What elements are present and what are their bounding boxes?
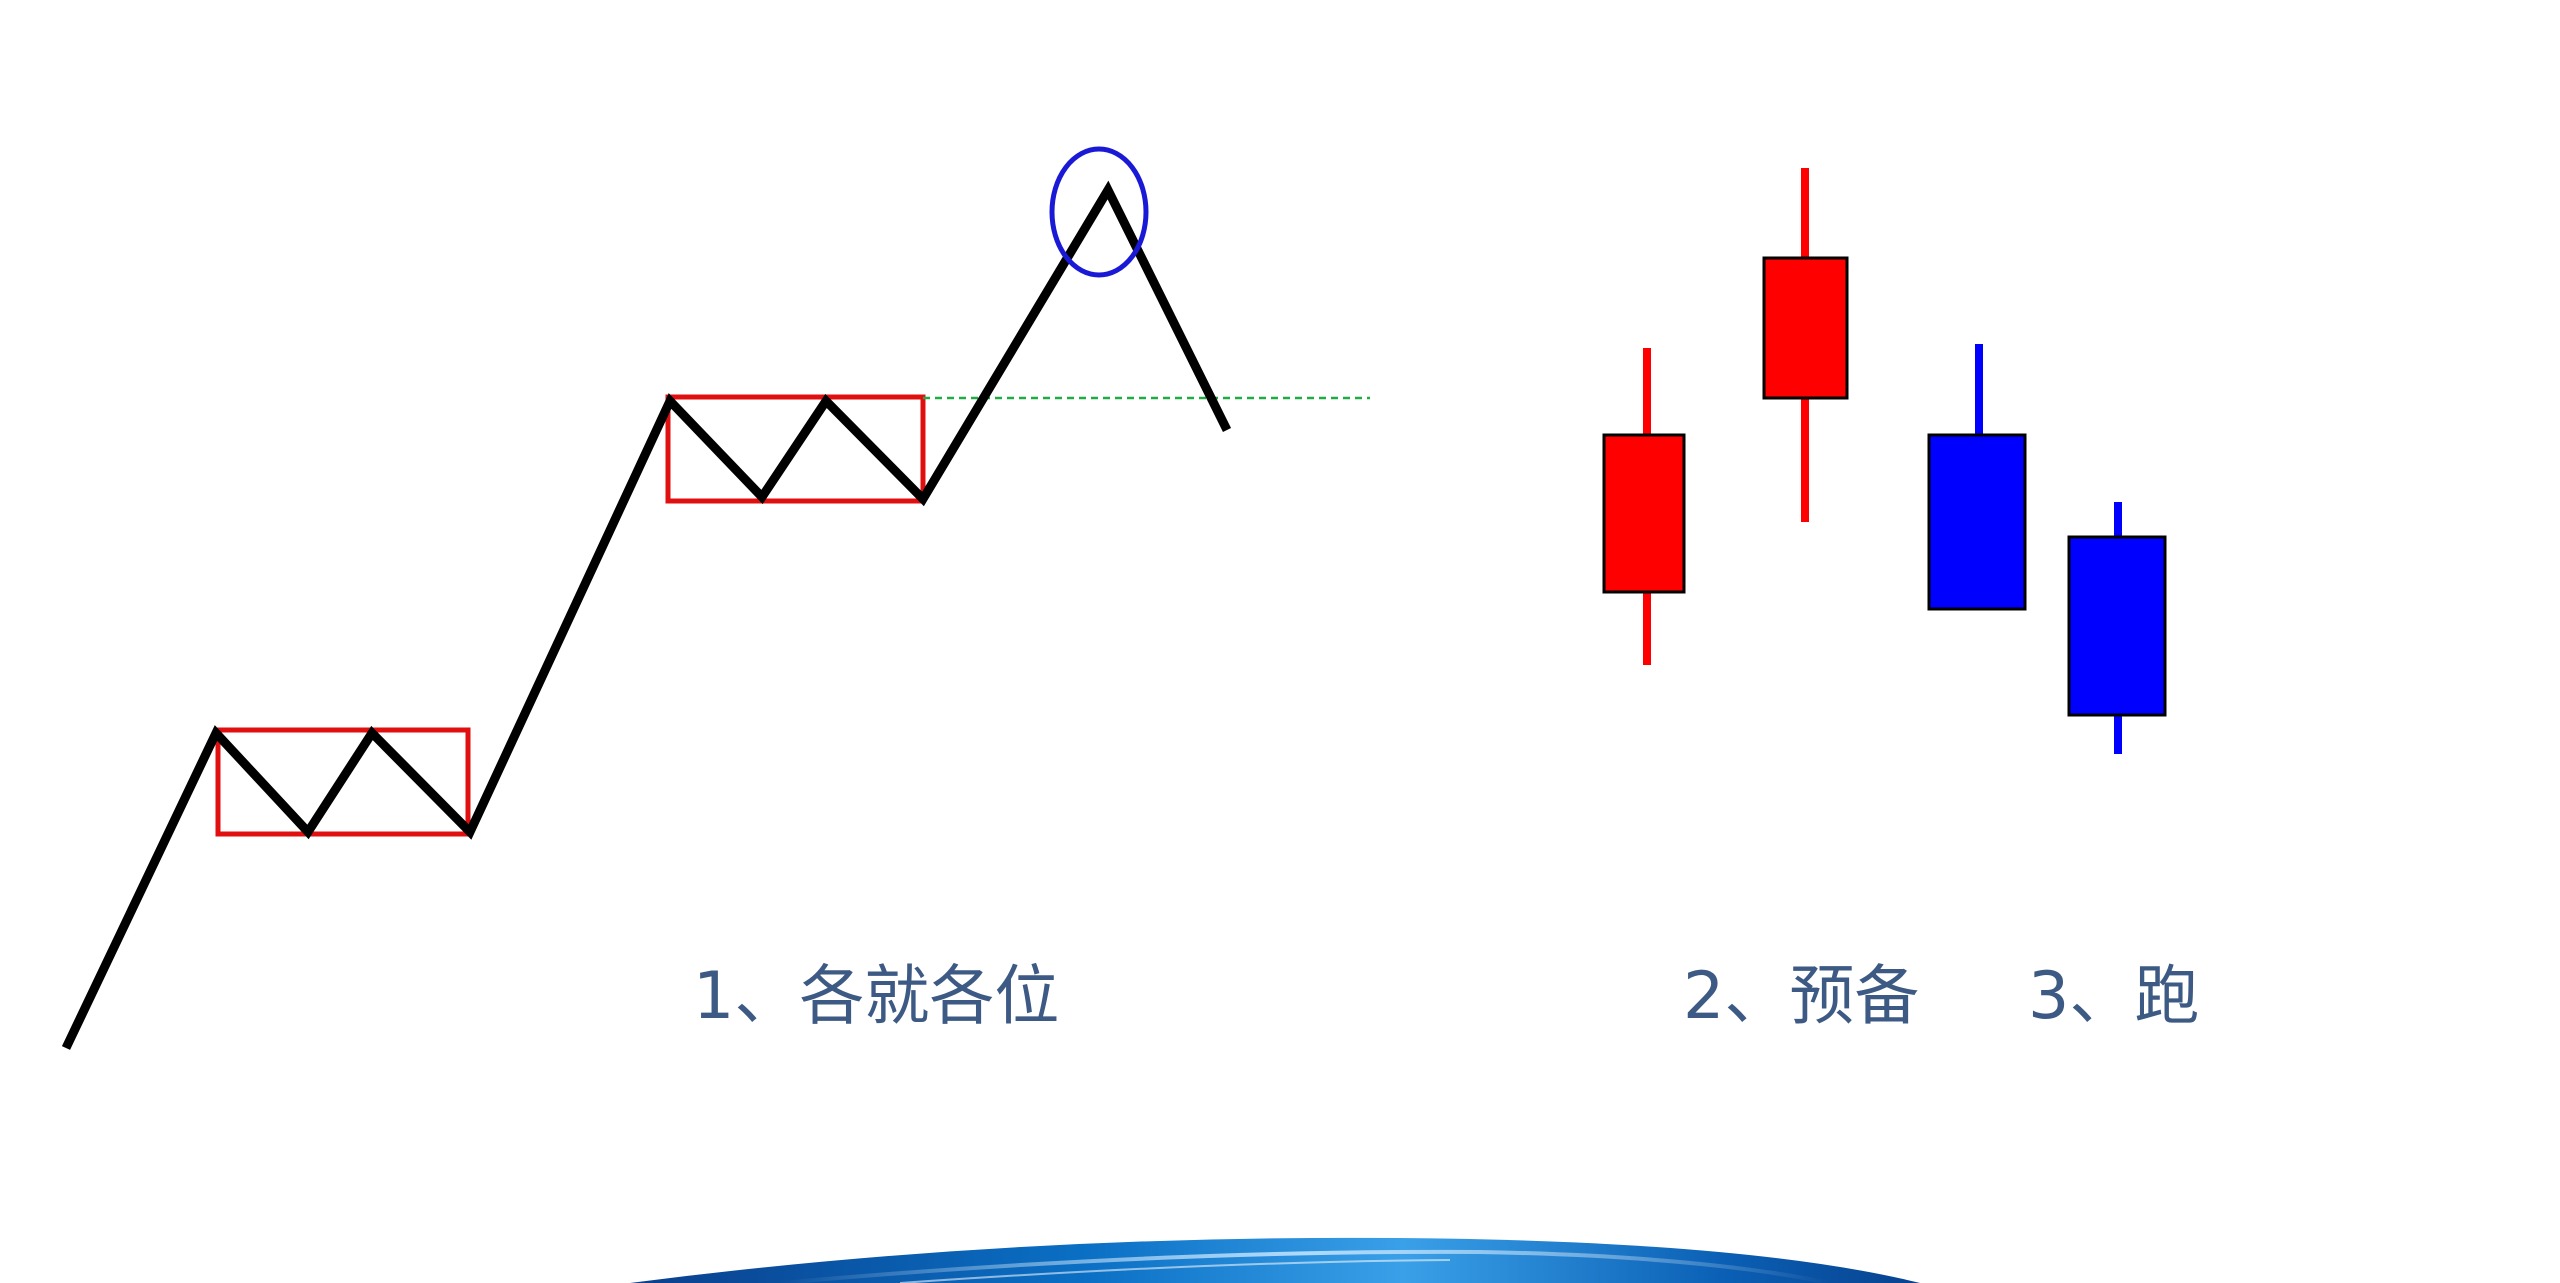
- caption-step-3: 3、跑: [2028, 959, 2200, 1034]
- candle-2-body: [1762, 256, 1849, 400]
- price-path: [61, 180, 1232, 1050]
- caption-step-2: 2、预备: [1683, 959, 1920, 1034]
- candle-3-body: [1927, 433, 2027, 611]
- candlestick-2: [1762, 168, 1849, 522]
- candle-4-body: [2067, 535, 2167, 717]
- caption-step-1: 1、各就各位: [693, 959, 1060, 1034]
- candlestick-4: [2067, 502, 2167, 754]
- candlestick-1: [1602, 348, 1686, 665]
- candle-1-body: [1602, 433, 1686, 594]
- footer-wave: [630, 1237, 1920, 1283]
- candlestick-3: [1927, 344, 2027, 611]
- peak-marker-circle: [1049, 146, 1149, 278]
- consolidation-box-1: [215, 727, 471, 837]
- consolidation-box-2: [665, 394, 926, 504]
